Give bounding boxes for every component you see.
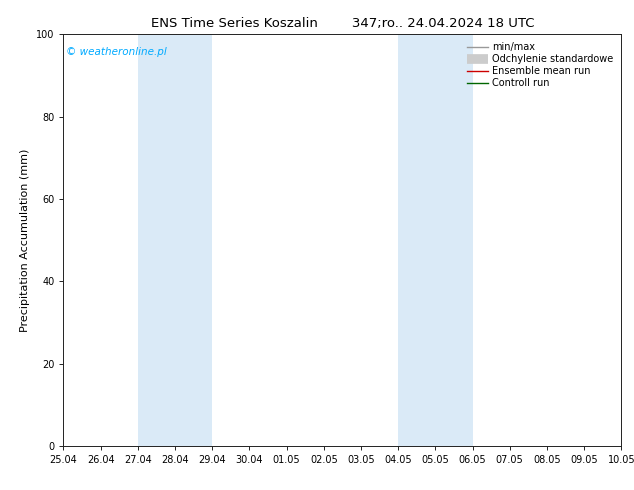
Text: © weatheronline.pl: © weatheronline.pl — [66, 47, 167, 57]
Legend: min/max, Odchylenie standardowe, Ensemble mean run, Controll run: min/max, Odchylenie standardowe, Ensembl… — [464, 39, 616, 91]
Bar — [138, 34, 212, 446]
Bar — [398, 34, 472, 446]
Title: ENS Time Series Koszalin        347;ro.. 24.04.2024 18 UTC: ENS Time Series Koszalin 347;ro.. 24.04.… — [151, 17, 534, 30]
Y-axis label: Precipitation Accumulation (mm): Precipitation Accumulation (mm) — [20, 148, 30, 332]
